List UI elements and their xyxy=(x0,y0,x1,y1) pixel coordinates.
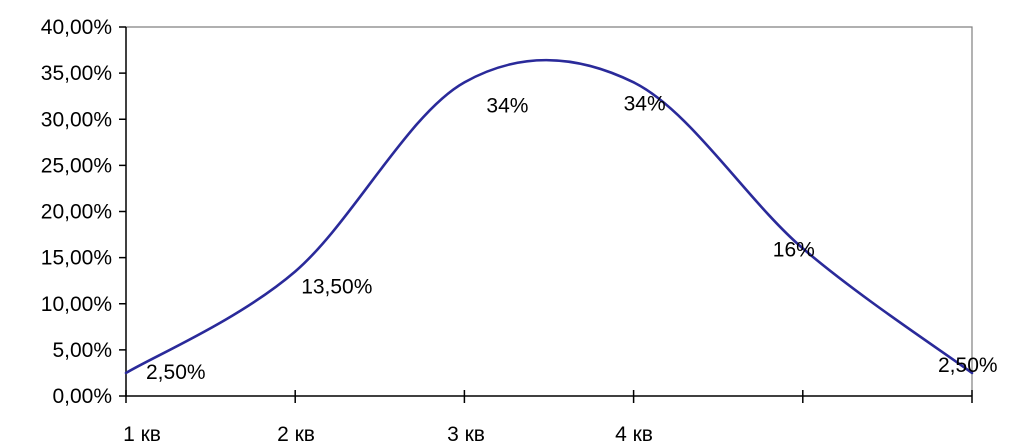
plot-frame xyxy=(126,26,973,396)
data-label: 16% xyxy=(773,238,815,261)
series-line xyxy=(124,58,974,375)
y-tick-label: 25,00% xyxy=(41,154,112,177)
data-label: 34% xyxy=(486,94,528,117)
y-tick-label: 30,00% xyxy=(41,108,112,131)
series-group xyxy=(124,58,974,375)
labels-group: 2,50% 13,50% 34% 34% 16% 2,50% xyxy=(146,92,998,384)
x-tick-label: 3 кв xyxy=(447,423,485,446)
y-tick-label: 10,00% xyxy=(41,293,112,316)
y-tick-label: 35,00% xyxy=(41,62,112,85)
x-tick-label: 2 кв xyxy=(277,423,315,446)
plot-frame-group xyxy=(126,26,973,396)
data-label: 2,50% xyxy=(938,354,998,377)
y-tick-label: 5,00% xyxy=(52,339,112,362)
y-tick-label: 0,00% xyxy=(52,385,112,408)
y-tick-label: 40,00% xyxy=(41,16,112,39)
x-tick-label: 4 кв xyxy=(615,423,653,446)
axes-group: 0,00% 5,00% 10,00% 15,00% 20,00% 25,00% 30,00%… xyxy=(41,16,973,446)
data-label: 34% xyxy=(624,92,666,115)
y-tick-label: 20,00% xyxy=(41,201,112,224)
data-label: 2,50% xyxy=(146,361,206,384)
data-label: 13,50% xyxy=(301,275,372,298)
y-tick-label: 15,00% xyxy=(41,247,112,270)
x-tick-label: 1 кв xyxy=(123,423,161,446)
